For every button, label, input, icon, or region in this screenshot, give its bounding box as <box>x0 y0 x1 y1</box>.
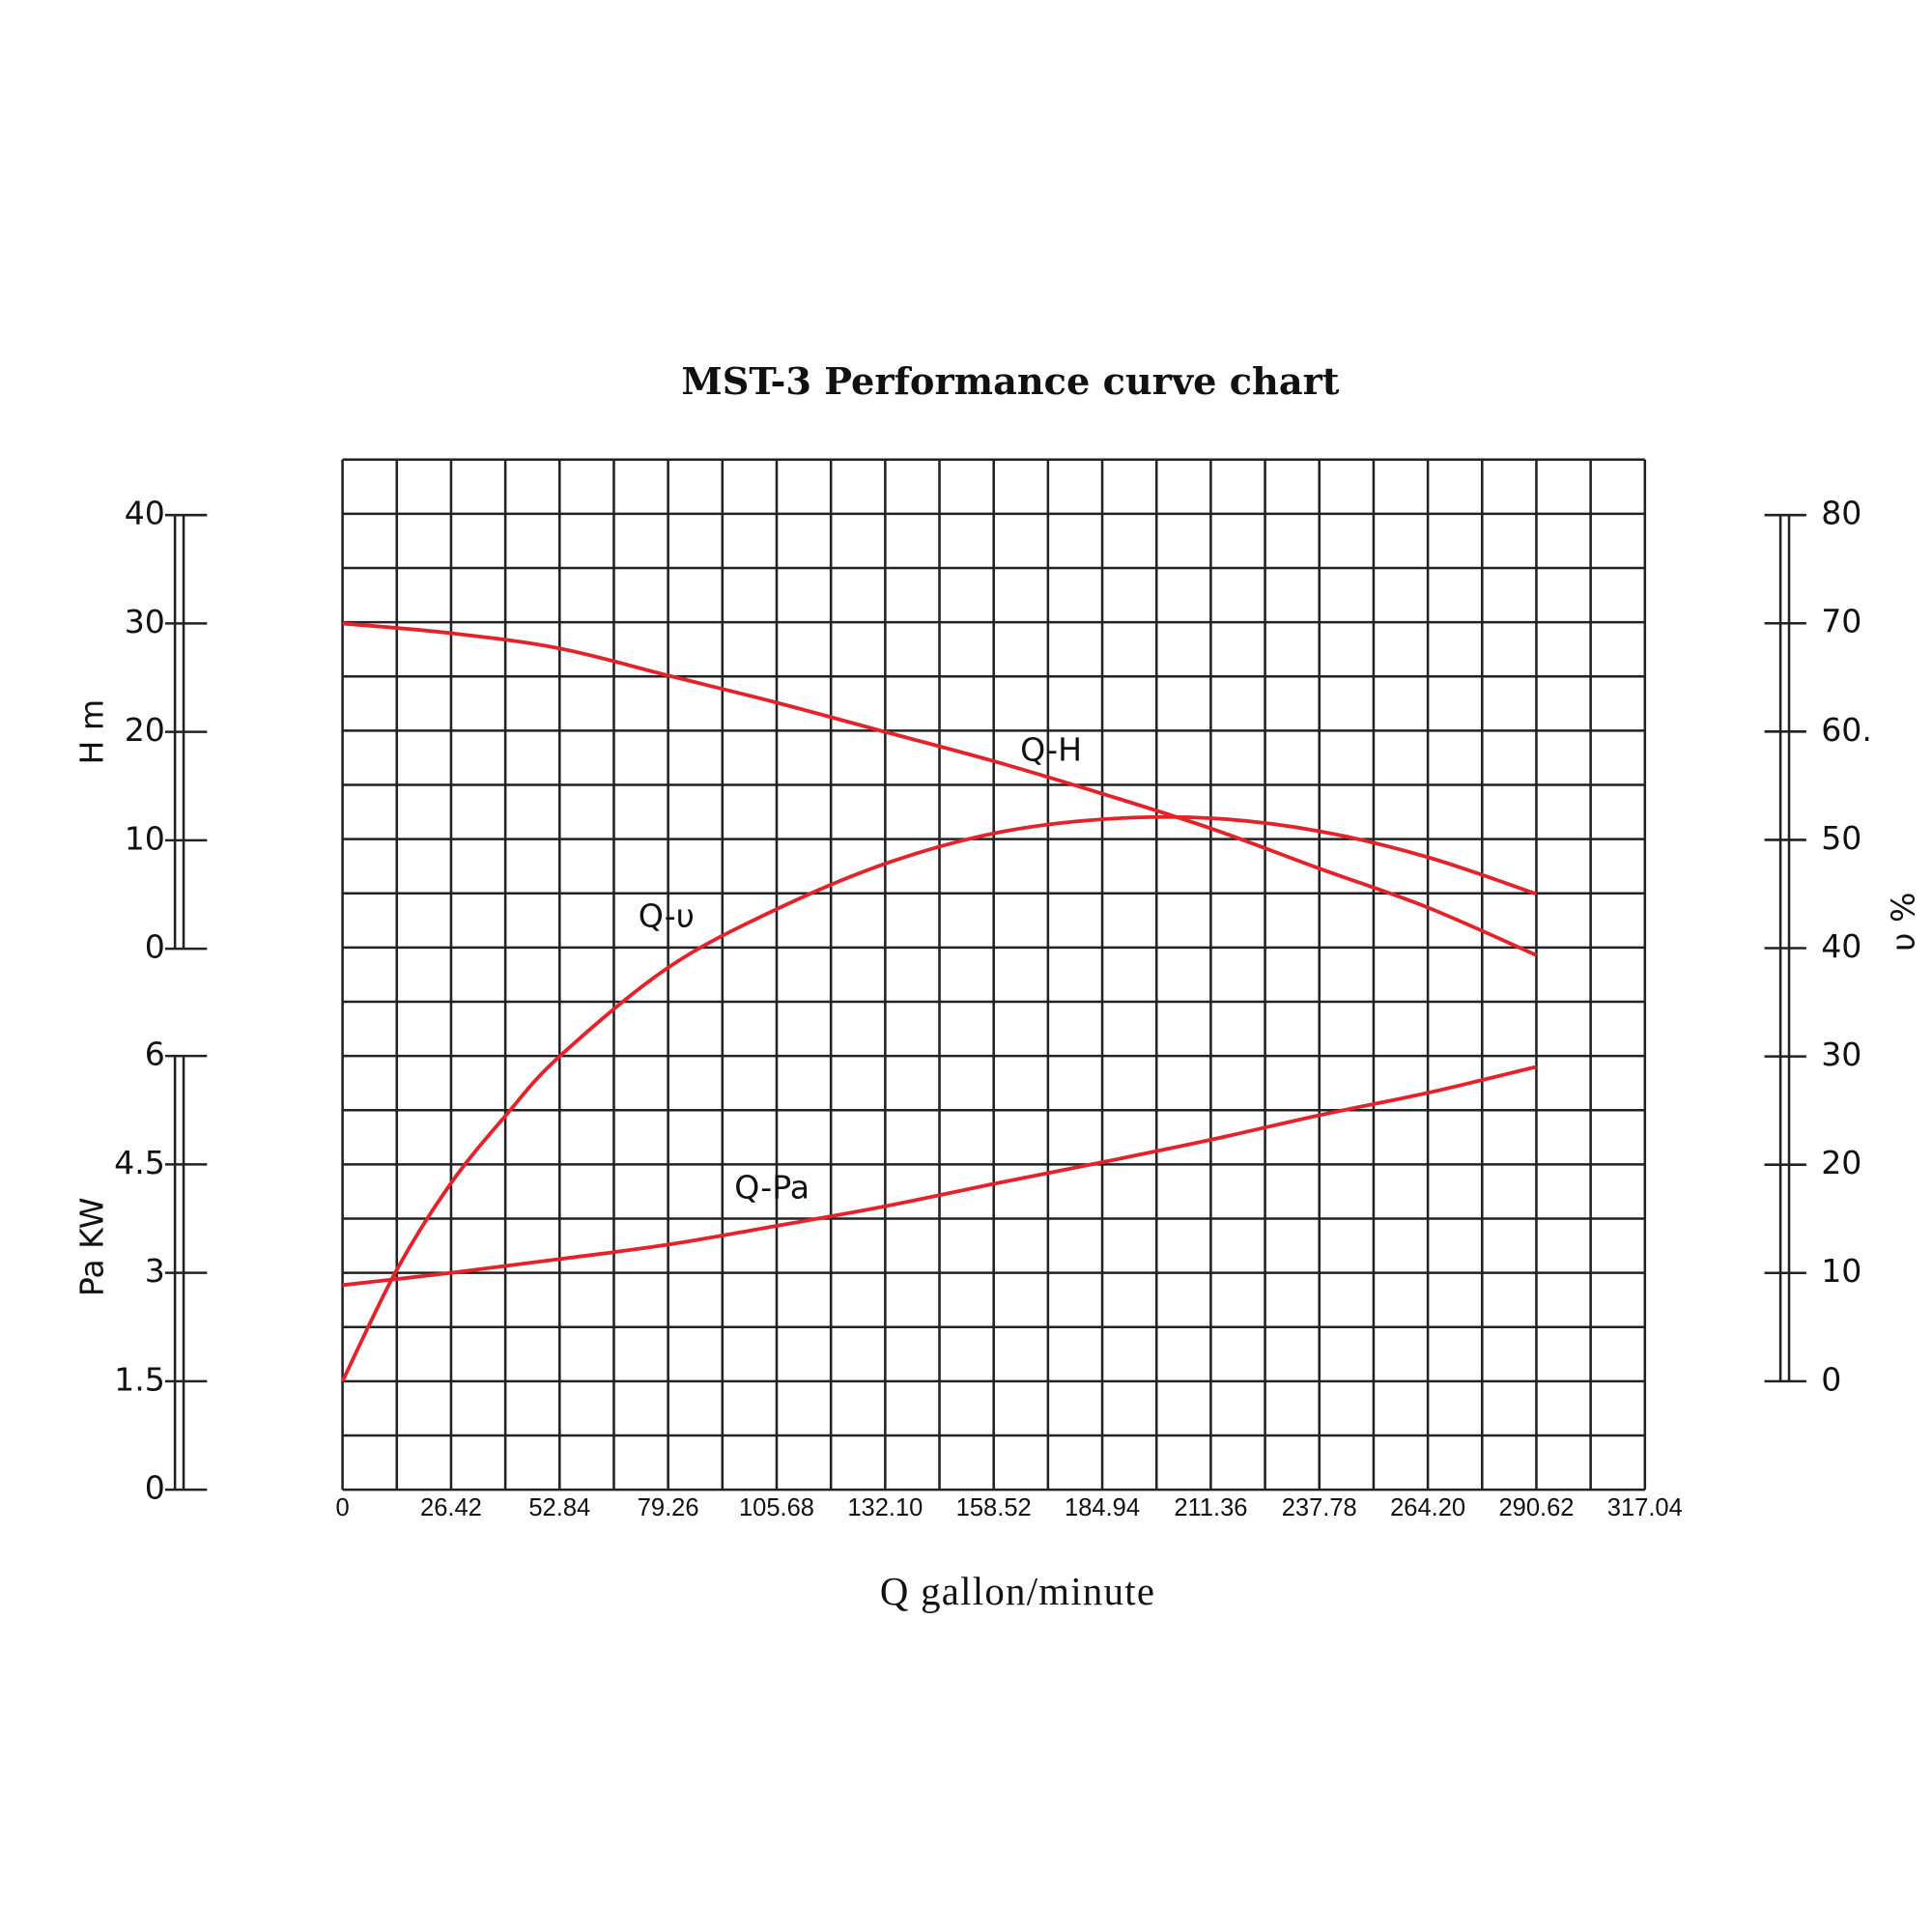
y-tick-label: 0 <box>1821 1360 1841 1398</box>
x-tick-label: 52.84 <box>528 1494 590 1521</box>
curve-label: Q-Pa <box>734 1168 810 1206</box>
y-tick-label: 40 <box>125 495 165 532</box>
curve-label: Q-H <box>1020 731 1082 769</box>
series-line <box>342 621 1538 957</box>
y-tick-label: 80 <box>1821 495 1861 532</box>
y-axis-title: H m <box>72 699 110 765</box>
x-tick-label: 132.10 <box>847 1494 923 1521</box>
y-tick-label: 6 <box>145 1036 165 1073</box>
x-tick-label: 158.52 <box>956 1494 1032 1521</box>
x-tick-label: 79.26 <box>638 1494 699 1521</box>
x-tick-label: 290.62 <box>1498 1494 1574 1521</box>
x-tick-label: 264.20 <box>1390 1494 1465 1521</box>
y-tick-label: 40 <box>1821 927 1861 965</box>
chart-title: MST-3 Performance curve chart <box>681 360 1339 404</box>
x-tick-label: 26.42 <box>420 1494 482 1521</box>
y2-axis-title: Pa KW <box>72 1197 110 1296</box>
y-tick-label: 4.5 <box>114 1144 165 1181</box>
curve-label: Q-υ <box>639 897 695 935</box>
y-tick-label: 0 <box>145 928 165 966</box>
x-tick-label: 211.36 <box>1174 1494 1247 1521</box>
plot: 0 26.42 52.84 79.26 105.68 132.10 158.52 184.94… <box>114 458 1872 1521</box>
y-tick-label: 30 <box>125 603 165 640</box>
x-axis-title: Q gallon/minute <box>880 1570 1155 1613</box>
y-tick-label: 30 <box>1821 1036 1861 1073</box>
y-tick-label: 1.5 <box>114 1360 165 1398</box>
y-tick-label: 0 <box>145 1469 165 1507</box>
x-tick-label: 184.94 <box>1065 1494 1140 1521</box>
x-tick-label: 317.04 <box>1607 1494 1683 1521</box>
series-line <box>342 1065 1537 1288</box>
y3-axis-title: υ % <box>1884 892 1921 951</box>
series-line <box>340 814 1538 1382</box>
y-tick-label: 50 <box>1821 819 1861 857</box>
x-tick-label: 0 <box>335 1494 349 1521</box>
y-tick-label: 60. <box>1821 711 1872 749</box>
x-tick-label: 105.68 <box>739 1494 814 1521</box>
y-tick-label: 70 <box>1821 603 1861 640</box>
y-tick-label: 20 <box>125 711 165 749</box>
y-tick-label: 10 <box>1821 1252 1861 1290</box>
y-tick-label: 20 <box>1821 1144 1861 1181</box>
y-tick-label: 3 <box>145 1252 165 1290</box>
y-tick-label: 10 <box>125 819 165 857</box>
x-tick-label: 237.78 <box>1282 1494 1357 1521</box>
